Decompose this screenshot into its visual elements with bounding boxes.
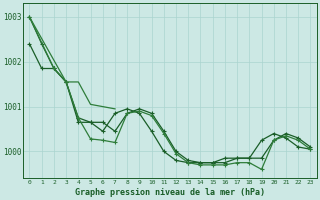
X-axis label: Graphe pression niveau de la mer (hPa): Graphe pression niveau de la mer (hPa) [75,188,265,197]
